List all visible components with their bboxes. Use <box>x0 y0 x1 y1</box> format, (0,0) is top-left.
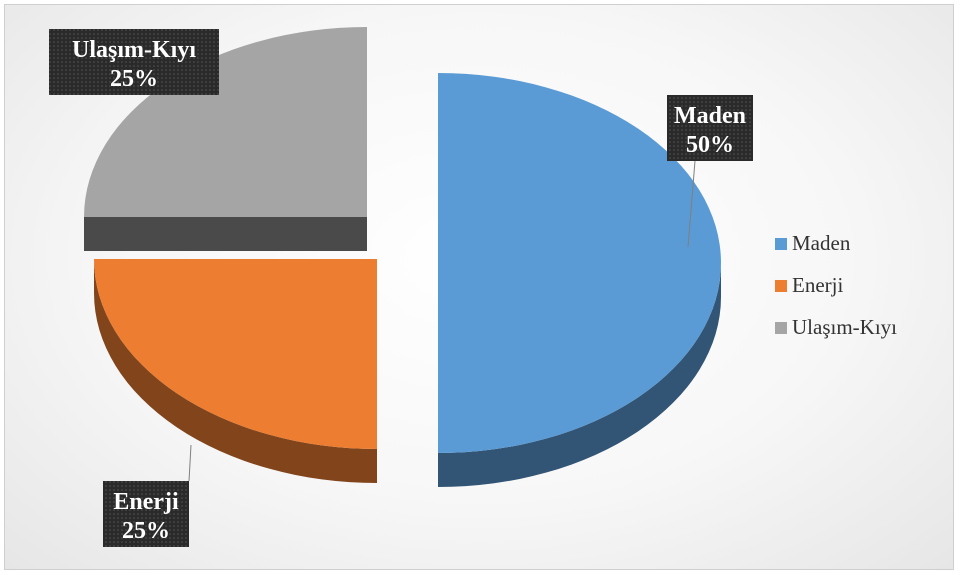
pie-chart: Maden 50% Enerji 25% Ulaşım-Kıyı 25% Maden Ener… <box>49 27 897 547</box>
chart-area: Maden 50% Enerji 25% Ulaşım-Kıyı 25% Maden Ener… <box>4 4 954 570</box>
slice-face-ulasim-kiyi <box>84 217 367 251</box>
legend-swatch-maden <box>775 238 787 250</box>
data-label-maden: Maden 50% <box>667 95 753 248</box>
leader-line-maden <box>687 160 696 248</box>
legend-item-maden: Maden <box>792 231 851 255</box>
label-value-maden: 50% <box>686 132 734 158</box>
slice-wall-enerji <box>94 259 377 483</box>
label-box-enerji <box>103 481 189 547</box>
leader-line-enerji <box>188 444 192 482</box>
data-label-ulasim-kiyi: Ulaşım-Kıyı 25% <box>49 29 219 95</box>
label-box-maden <box>667 95 753 161</box>
label-category-ulasim-kiyi: Ulaşım-Kıyı <box>72 37 196 63</box>
legend-swatch-ulasim-kiyi <box>775 322 787 334</box>
label-category-maden: Maden <box>674 103 746 129</box>
legend-item-enerji: Enerji <box>792 273 843 297</box>
legend: Maden Enerji Ulaşım-Kıyı <box>775 231 897 339</box>
pie-slice-maden <box>438 73 721 453</box>
label-value-ulasim-kiyi: 25% <box>110 66 158 92</box>
legend-item-ulasim-kiyi: Ulaşım-Kıyı <box>792 315 897 339</box>
label-category-enerji: Enerji <box>113 489 179 515</box>
label-value-enerji: 25% <box>122 518 170 544</box>
slice-wall-maden <box>438 263 721 487</box>
pie-slice-enerji <box>94 259 377 449</box>
legend-swatch-enerji <box>775 280 787 292</box>
pie-slice-ulasim-kiyi <box>84 27 367 217</box>
data-label-enerji: Enerji 25% <box>103 444 192 547</box>
pie-slices <box>84 27 721 487</box>
label-box-ulasim-kiyi <box>49 29 219 95</box>
